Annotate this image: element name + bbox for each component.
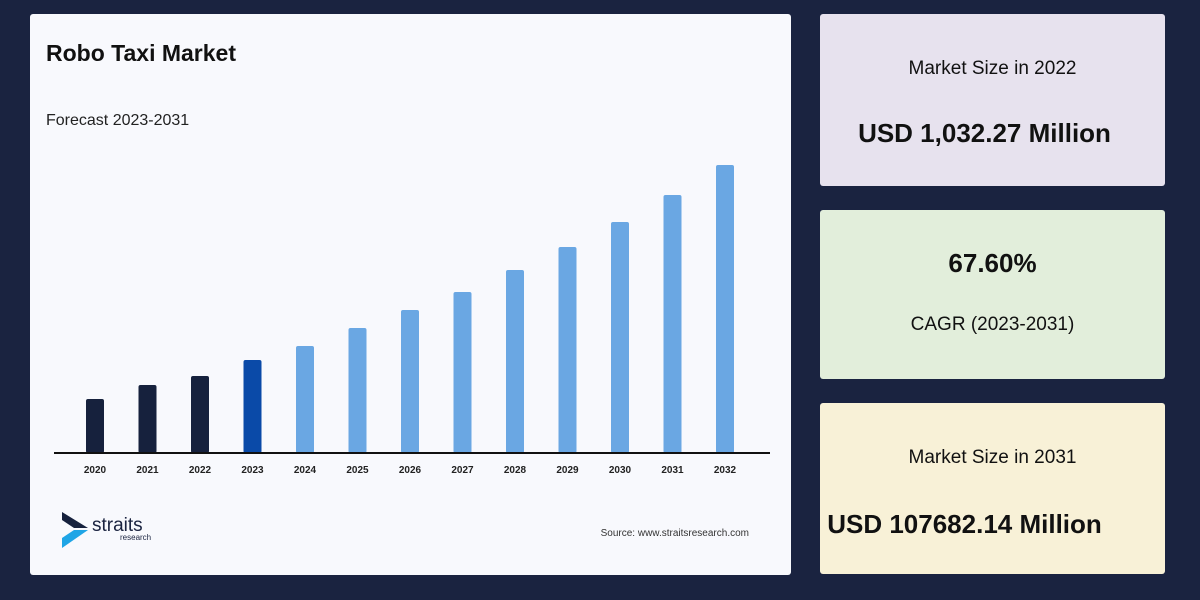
source-text: Source: www.straitsresearch.com: [600, 528, 749, 539]
x-tick-label: 2032: [714, 465, 737, 476]
chart-title: Robo Taxi Market: [46, 40, 236, 66]
bar-2025: [348, 328, 367, 453]
x-tick-label: 2026: [399, 465, 422, 476]
bar-2027: [453, 292, 472, 453]
logo-name: straits: [92, 515, 143, 536]
x-tick-label: 2031: [661, 465, 684, 476]
x-tick-label: 2027: [451, 465, 474, 476]
bar-2021: [138, 385, 157, 453]
bar-2028: [506, 270, 524, 453]
bar-2031: [663, 195, 682, 453]
straits-logo: straits research: [60, 512, 151, 548]
stat-label: Market Size in 2022: [908, 58, 1077, 79]
x-tick-label: 2025: [346, 465, 369, 476]
bar-2020: [86, 399, 104, 453]
logo-tagline: research: [120, 533, 152, 542]
bar-2030: [611, 222, 629, 453]
x-tick-label: 2024: [294, 465, 317, 476]
stat-card-cagr: 67.60% CAGR (2023-2031): [820, 210, 1165, 379]
bar-2024: [296, 346, 314, 453]
x-tick-label: 2021: [136, 465, 159, 476]
stat-value: USD 1,032.27 Million: [858, 118, 1111, 148]
stat-label: Market Size in 2031: [908, 447, 1077, 468]
bar-2022: [191, 376, 209, 453]
chart-card: Robo Taxi Market Forecast 2023-2031 2020…: [30, 14, 791, 575]
x-tick-label: 2029: [556, 465, 579, 476]
stat-value: 67.60%: [948, 248, 1037, 278]
bar-2023: [243, 360, 262, 453]
x-tick-label: 2020: [84, 465, 107, 476]
stat-card-market-2031: Market Size in 2031 USD 107682.14 Millio…: [820, 403, 1165, 574]
x-tick-label: 2030: [609, 465, 632, 476]
stat-label: CAGR (2023-2031): [910, 314, 1075, 335]
x-tick-label: 2028: [504, 465, 527, 476]
bar-2026: [401, 310, 419, 453]
x-tick-label: 2023: [241, 465, 264, 476]
x-tick-label: 2022: [189, 465, 212, 476]
bar-2032: [716, 165, 734, 453]
bar-chart: 2020 2021 2022 2023 2024 2025 2026 2027 2028 2029…: [54, 165, 770, 476]
logo-mark-icon: [62, 512, 88, 548]
stat-value: USD 107682.14 Million: [827, 509, 1102, 539]
bar-2029: [558, 247, 577, 453]
stat-card-market-2022: Market Size in 2022 USD 1,032.27 Million: [820, 14, 1165, 186]
chart-subtitle: Forecast 2023-2031: [46, 112, 190, 129]
